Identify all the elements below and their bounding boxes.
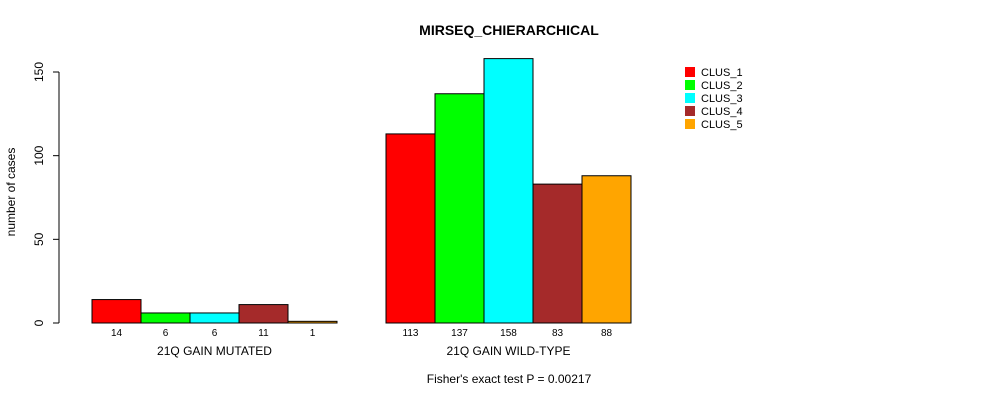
bars: 14 6 6 11 1 113 137 158 83 88 xyxy=(91,58,632,339)
legend-swatch xyxy=(685,93,695,103)
bar-value-label: 1 xyxy=(310,328,316,339)
bar-clus-5-group-1 xyxy=(287,320,338,324)
bar-value-label: 11 xyxy=(258,328,269,339)
bar-value-label: 6 xyxy=(212,328,218,339)
legend-label: CLUS_3 xyxy=(701,93,743,105)
bar-value-label: 6 xyxy=(163,328,169,339)
y-tick-label: 0 xyxy=(32,319,46,326)
bar-value-label: 137 xyxy=(451,328,468,339)
bar-value-label: 83 xyxy=(552,328,564,339)
bar-value-label: 14 xyxy=(111,328,123,339)
legend-label: CLUS_1 xyxy=(701,67,743,79)
bar-clus-5-group-2 xyxy=(581,175,632,324)
bar-value-label: 113 xyxy=(403,328,419,339)
bar-clus-4-group-2 xyxy=(532,183,583,324)
bar-value-label: 88 xyxy=(601,328,613,339)
bar-clus-1-group-1 xyxy=(91,299,142,324)
group-label: 21Q GAIN WILD-TYPE xyxy=(446,344,570,358)
legend-swatch xyxy=(685,67,695,77)
bar-clus-1-group-2 xyxy=(385,133,436,324)
bar-clus-3-group-2 xyxy=(483,58,534,324)
chart-title: MIRSEQ_CHIERARCHICAL xyxy=(419,22,599,38)
y-tick-label: 100 xyxy=(32,145,46,165)
bar-clus-3-group-1 xyxy=(189,312,240,324)
y-axis: 0 50 100 150 xyxy=(32,62,60,326)
y-tick-label: 150 xyxy=(32,62,46,82)
group-labels: 21Q GAIN MUTATED 21Q GAIN WILD-TYPE xyxy=(157,344,570,358)
legend-label: CLUS_5 xyxy=(701,119,743,131)
legend-swatch xyxy=(685,106,695,116)
legend-swatch xyxy=(685,80,695,90)
bar-clus-4-group-1 xyxy=(238,304,289,324)
legend-swatch xyxy=(685,119,695,129)
legend-label: CLUS_2 xyxy=(701,80,743,92)
bar-value-label: 158 xyxy=(500,328,517,339)
group-label: 21Q GAIN MUTATED xyxy=(157,344,272,358)
bar-clus-2-group-2 xyxy=(434,93,485,324)
footnote: Fisher's exact test P = 0.00217 xyxy=(427,372,592,386)
legend-label: CLUS_4 xyxy=(701,106,743,118)
bar-clus-2-group-1 xyxy=(140,312,191,324)
y-tick-label: 50 xyxy=(32,232,46,246)
y-axis-label: number of cases xyxy=(4,148,18,237)
